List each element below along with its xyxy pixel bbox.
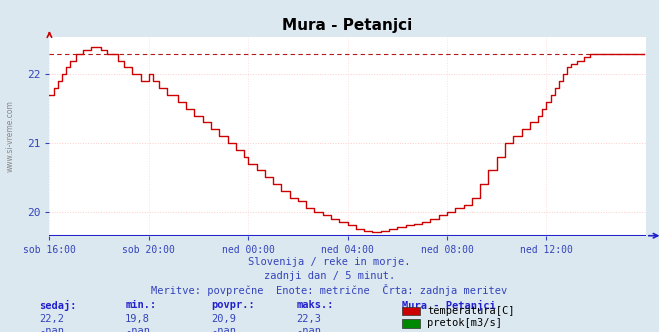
Text: povpr.:: povpr.: [211, 300, 254, 310]
Text: Mura - Petanjci: Mura - Petanjci [402, 300, 496, 311]
Text: -nan: -nan [211, 326, 236, 332]
Text: -nan: -nan [125, 326, 150, 332]
Title: Mura - Petanjci: Mura - Petanjci [283, 18, 413, 33]
Text: temperatura[C]: temperatura[C] [427, 306, 515, 316]
Text: 22,3: 22,3 [297, 314, 322, 324]
Text: sedaj:: sedaj: [40, 300, 77, 311]
Text: maks.:: maks.: [297, 300, 334, 310]
Text: min.:: min.: [125, 300, 156, 310]
Text: Slovenija / reke in morje.: Slovenija / reke in morje. [248, 257, 411, 267]
Text: pretok[m3/s]: pretok[m3/s] [427, 318, 502, 328]
Text: -nan: -nan [297, 326, 322, 332]
Text: 20,9: 20,9 [211, 314, 236, 324]
Text: www.si-vreme.com: www.si-vreme.com [6, 100, 15, 172]
Text: 19,8: 19,8 [125, 314, 150, 324]
Text: -nan: -nan [40, 326, 65, 332]
Text: zadnji dan / 5 minut.: zadnji dan / 5 minut. [264, 271, 395, 281]
Text: 22,2: 22,2 [40, 314, 65, 324]
Text: Meritve: povprečne  Enote: metrične  Črta: zadnja meritev: Meritve: povprečne Enote: metrične Črta:… [152, 284, 507, 296]
